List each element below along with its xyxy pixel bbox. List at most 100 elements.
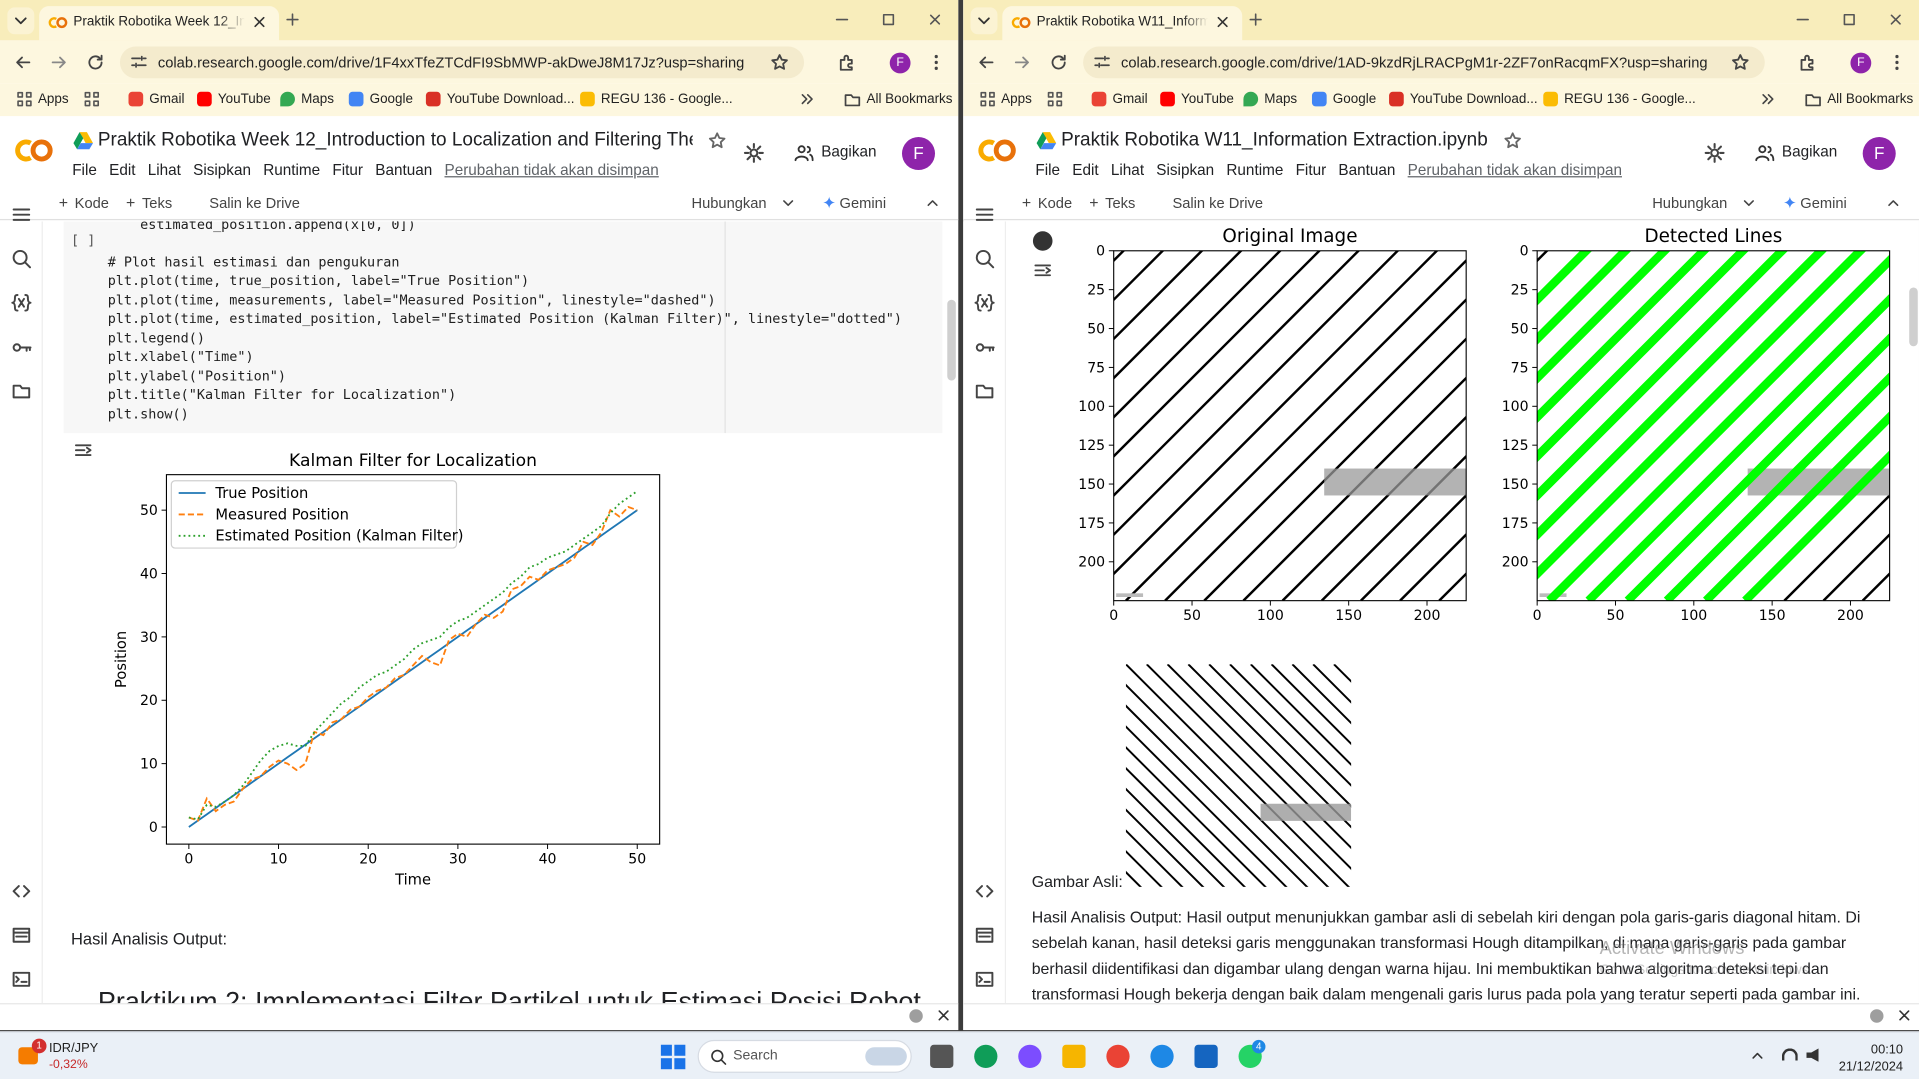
bookmark[interactable]: REGU 136 - Google... [600, 91, 733, 107]
icon[interactable] [13, 53, 33, 73]
add-cell-button[interactable]: Kode [74, 194, 109, 212]
account-avatar[interactable]: F [1862, 137, 1896, 171]
icon[interactable] [924, 195, 941, 212]
icon[interactable] [11, 248, 32, 269]
icon[interactable] [1731, 53, 1751, 73]
icon[interactable] [1896, 1007, 1913, 1024]
cell-run-marker[interactable]: [ ] [70, 232, 96, 249]
bookmark[interactable]: Gmail [1112, 91, 1148, 107]
icon[interactable] [974, 248, 995, 269]
icon[interactable] [1804, 91, 1822, 109]
gemini-button[interactable]: Gemini [839, 194, 887, 212]
icon[interactable] [49, 53, 69, 73]
menu-item[interactable]: Lihat [1110, 161, 1145, 179]
add-cell-button[interactable]: Teks [1105, 194, 1136, 212]
icon[interactable] [1760, 91, 1777, 108]
clock-date[interactable]: 21/12/2024 [1838, 1059, 1904, 1075]
icon[interactable] [843, 91, 861, 109]
icon[interactable] [1012, 53, 1032, 73]
tab[interactable]: Praktik Robotika Week 12_Intro [39, 6, 280, 41]
menu-item[interactable]: Edit [109, 161, 136, 179]
icon[interactable] [974, 969, 995, 990]
icon[interactable] [926, 11, 943, 28]
share-button[interactable]: Bagikan [1781, 143, 1838, 161]
start-button[interactable] [660, 1044, 686, 1070]
taskbar-app[interactable] [1194, 1044, 1218, 1068]
menu-item[interactable]: Fitur [332, 161, 364, 179]
bookmark[interactable]: Apps [1001, 91, 1032, 107]
add-cell-button[interactable]: Teks [141, 194, 173, 212]
icon[interactable] [935, 1007, 952, 1024]
bookmark[interactable]: Apps [37, 91, 69, 107]
icon[interactable] [11, 204, 32, 225]
icon[interactable] [284, 11, 301, 28]
icon[interactable] [979, 91, 996, 108]
unsaved-link[interactable]: Perubahan tidak akan disimpan [1407, 161, 1622, 179]
icon[interactable] [1502, 131, 1522, 151]
tab-search-button[interactable] [970, 7, 998, 35]
bookmark[interactable]: Google [369, 91, 414, 107]
icon[interactable] [780, 195, 797, 212]
run-button[interactable] [1032, 231, 1053, 251]
add-cell-button[interactable]: Kode [1037, 194, 1073, 212]
account-avatar[interactable]: F [901, 137, 936, 171]
icon[interactable] [11, 925, 32, 946]
menu-item[interactable]: File [72, 161, 97, 179]
taskbar-app[interactable] [1018, 1044, 1042, 1068]
icon[interactable] [770, 53, 790, 73]
icon[interactable] [926, 53, 946, 73]
ticker[interactable]: IDR/JPY [48, 1041, 99, 1056]
icon[interactable] [11, 380, 32, 401]
icon[interactable] [1794, 11, 1811, 28]
bookmark[interactable]: Maps [1264, 91, 1298, 107]
tab-search-button[interactable] [7, 7, 35, 35]
icon[interactable] [1798, 53, 1818, 73]
bookmark[interactable]: Gmail [149, 91, 185, 107]
icon[interactable] [707, 131, 727, 151]
menu-item[interactable]: Sisipkan [193, 161, 251, 179]
bookmark[interactable]: Maps [301, 91, 334, 107]
unsaved-link[interactable]: Perubahan tidak akan disimpan [444, 161, 659, 179]
icon[interactable] [974, 925, 995, 946]
icon[interactable] [743, 142, 765, 164]
taskbar-app[interactable] [1062, 1044, 1086, 1068]
icon[interactable] [11, 969, 32, 990]
bookmark-folder[interactable]: All Bookmarks [1827, 91, 1914, 107]
gemini-button[interactable]: Gemini [1800, 194, 1847, 212]
icon[interactable] [794, 143, 814, 163]
address-bar[interactable]: colab.research.google.com/drive/1AD-9kzd… [1083, 46, 1765, 79]
icon[interactable] [73, 440, 93, 460]
icon[interactable] [1704, 142, 1726, 164]
icon[interactable] [11, 881, 32, 902]
icon[interactable] [1749, 1047, 1766, 1064]
bookmark[interactable]: REGU 136 - Google... [1564, 91, 1696, 107]
menu-item[interactable]: Sisipkan [1156, 161, 1215, 179]
taskbar-app[interactable] [974, 1044, 998, 1068]
icon[interactable] [977, 53, 997, 73]
notebook-title[interactable]: Praktik Robotika W11_Information Extract… [1061, 129, 1488, 151]
icon[interactable] [1887, 53, 1907, 73]
profile-avatar[interactable]: F [1850, 52, 1872, 74]
taskbar-app[interactable] [1150, 1044, 1174, 1068]
bookmark[interactable]: YouTube Download... [446, 91, 575, 107]
menu-item[interactable]: Lihat [147, 161, 181, 179]
notebook-title[interactable]: Praktik Robotika Week 12_Introduction to… [97, 129, 693, 151]
icon[interactable] [1740, 195, 1757, 212]
icon[interactable] [1887, 11, 1904, 28]
icon[interactable] [974, 292, 995, 313]
clock-time[interactable]: 00:10 [1870, 1042, 1904, 1057]
icon[interactable] [1885, 195, 1902, 212]
icon[interactable] [251, 13, 268, 30]
menu-item[interactable]: Bantuan [1338, 161, 1396, 179]
menu-item[interactable]: File [1035, 161, 1061, 179]
icon[interactable] [1755, 143, 1775, 163]
icon[interactable] [974, 336, 995, 357]
icon[interactable] [11, 336, 32, 357]
icon[interactable] [974, 881, 995, 902]
icon[interactable] [1033, 261, 1053, 281]
menu-item[interactable]: Fitur [1295, 161, 1327, 179]
icon[interactable] [974, 204, 995, 225]
icon[interactable] [1247, 11, 1264, 28]
copy-drive-button[interactable]: Salin ke Drive [209, 194, 300, 212]
icon[interactable] [880, 11, 897, 28]
